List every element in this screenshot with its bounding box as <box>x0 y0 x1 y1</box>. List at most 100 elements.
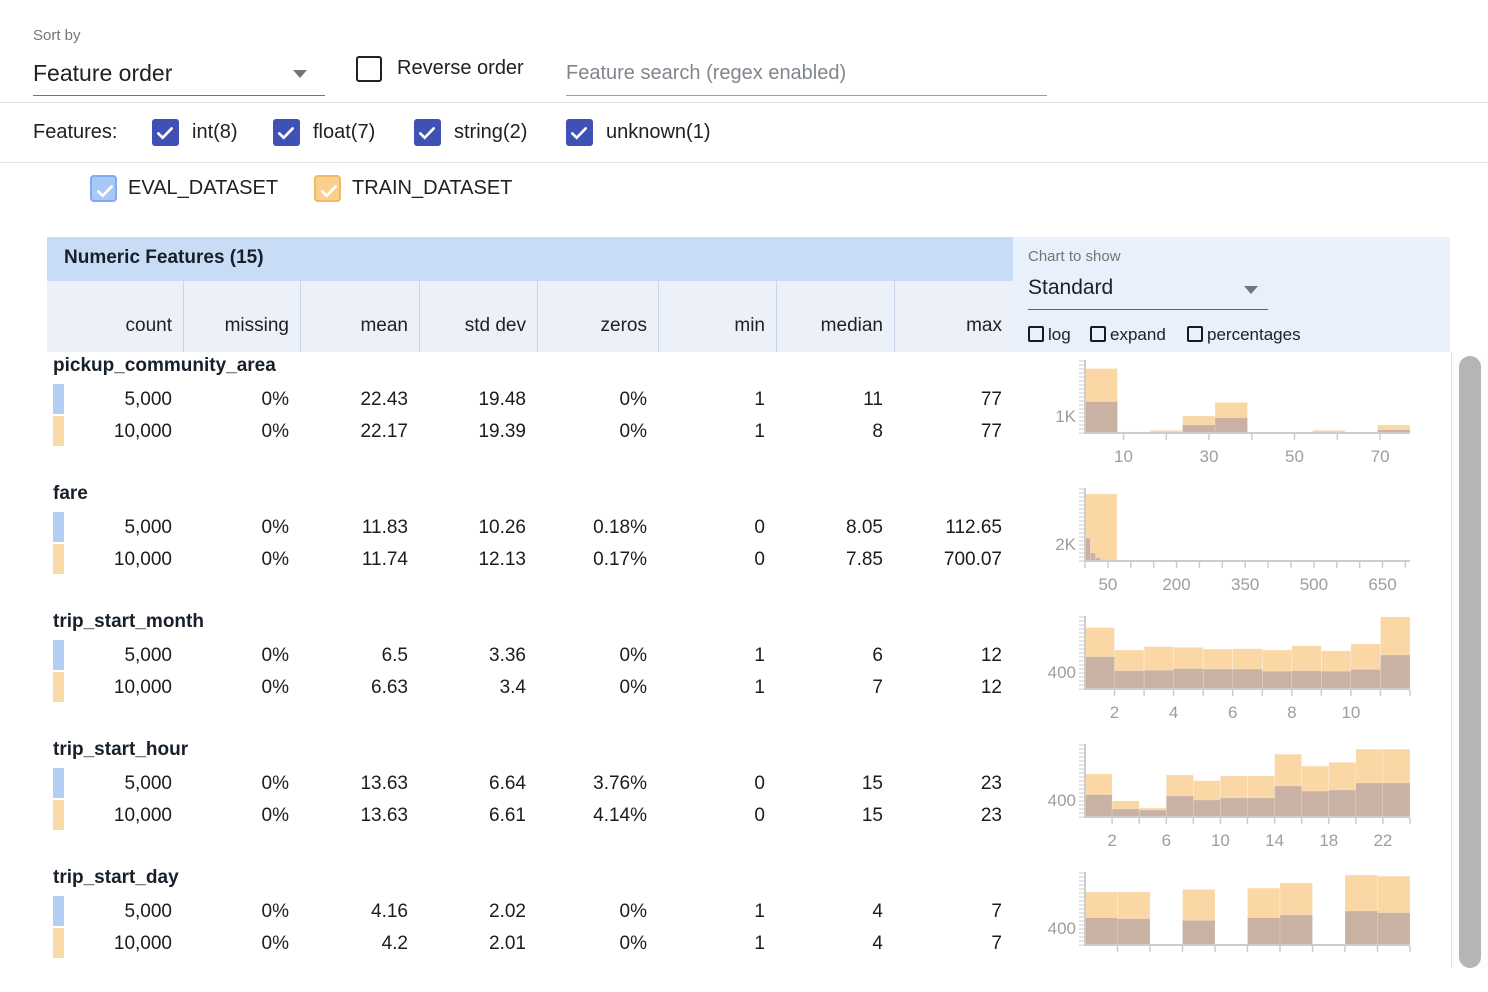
check-icon <box>155 123 175 143</box>
log-checkbox[interactable] <box>1028 326 1044 342</box>
stat-zeros: 0% <box>537 672 658 702</box>
stat-zeros: 0.17% <box>537 544 658 574</box>
stats-row-eval: 5,0000%6.53.360%1612 <box>47 640 1013 670</box>
stat-median: 8 <box>776 416 894 446</box>
stat-value: 5,000 <box>124 645 172 667</box>
percentages-checkbox[interactable] <box>1187 326 1203 342</box>
feature-name: pickup_community_area <box>53 355 276 377</box>
stat-value: 13.63 <box>360 773 408 795</box>
expand-label: expand <box>1110 325 1166 345</box>
sort-order-value: Feature order <box>33 60 172 87</box>
svg-text:50: 50 <box>1098 575 1117 594</box>
stat-missing: 0% <box>183 544 300 574</box>
stat-std-dev: 19.39 <box>419 416 537 446</box>
svg-text:22: 22 <box>1373 831 1392 850</box>
svg-text:4: 4 <box>1169 703 1178 722</box>
stat-value: 1 <box>754 389 765 411</box>
stat-zeros: 0% <box>537 416 658 446</box>
dataset-name: EVAL_DATASET <box>128 177 278 200</box>
chart-to-show-label: Chart to show <box>1028 248 1121 265</box>
stat-value: 8.05 <box>846 517 883 539</box>
scrollbar-thumb[interactable] <box>1459 356 1481 968</box>
feature-name: trip_start_hour <box>53 739 188 761</box>
stat-zeros: 0% <box>537 896 658 926</box>
stat-median: 15 <box>776 800 894 830</box>
stat-mean: 4.16 <box>300 896 419 926</box>
checkbox-checked[interactable] <box>273 119 300 146</box>
stat-mean: 22.17 <box>300 416 419 446</box>
stat-value: 3.36 <box>489 645 526 667</box>
histogram-pickup_community_area: 103050701K <box>1020 352 1412 480</box>
svg-text:200: 200 <box>1162 575 1190 594</box>
stat-mean: 6.5 <box>300 640 419 670</box>
chart-type-dropdown[interactable]: Standard <box>1028 273 1268 310</box>
stat-value: 0% <box>620 389 647 411</box>
stat-value: 112.65 <box>945 517 1002 539</box>
svg-text:30: 30 <box>1200 447 1219 466</box>
stat-value: 4 <box>872 933 883 955</box>
stat-median: 4 <box>776 928 894 958</box>
stat-missing: 0% <box>183 768 300 798</box>
stat-value: 4 <box>872 901 883 923</box>
numeric-features-header: Numeric Features (15) <box>47 237 1013 281</box>
column-header-max: max <box>894 281 1013 352</box>
svg-text:70: 70 <box>1371 447 1390 466</box>
stat-value: 22.17 <box>360 421 408 443</box>
checkbox-checked[interactable] <box>152 119 179 146</box>
sort-order-dropdown[interactable]: Feature order <box>33 56 325 96</box>
stat-mean: 4.2 <box>300 928 419 958</box>
checkbox-checked[interactable] <box>414 119 441 146</box>
stat-value: 10,000 <box>114 805 172 827</box>
stat-std-dev: 12.13 <box>419 544 537 574</box>
stat-value: 0 <box>754 549 765 571</box>
reverse-order-checkbox[interactable] <box>356 56 382 82</box>
stat-missing: 0% <box>183 928 300 958</box>
stats-row-train: 10,0000%13.636.614.14%01523 <box>47 800 1013 830</box>
stat-value: 8 <box>872 421 883 443</box>
column-header-text: std dev <box>465 315 526 337</box>
stat-value: 0 <box>754 517 765 539</box>
stat-std-dev: 19.48 <box>419 384 537 414</box>
stats-row-eval: 5,0000%4.162.020%147 <box>47 896 1013 926</box>
stat-count: 5,000 <box>47 768 183 798</box>
stat-value: 0% <box>262 805 289 827</box>
stat-value: 7 <box>991 933 1002 955</box>
stat-min: 0 <box>658 800 776 830</box>
stat-zeros: 0% <box>537 928 658 958</box>
check-icon <box>319 181 339 201</box>
feature-search-input[interactable] <box>566 52 1047 95</box>
dataset-checkbox[interactable] <box>314 175 341 202</box>
stats-row-train: 10,0000%4.22.010%147 <box>47 928 1013 958</box>
stat-missing: 0% <box>183 896 300 926</box>
column-header-min: min <box>658 281 776 352</box>
percentages-label: percentages <box>1207 325 1301 345</box>
stat-count: 10,000 <box>47 672 183 702</box>
svg-text:1K: 1K <box>1055 407 1076 426</box>
stat-value: 2.02 <box>489 901 526 923</box>
feature-list: pickup_community_area 5,0000%22.4319.480… <box>47 352 1450 968</box>
expand-checkbox[interactable] <box>1090 326 1106 342</box>
stat-median: 8.05 <box>776 512 894 542</box>
stat-value: 10,000 <box>114 933 172 955</box>
stat-value: 6.63 <box>371 677 408 699</box>
stat-value: 13.63 <box>360 805 408 827</box>
feature-name: trip_start_month <box>53 611 204 633</box>
stats-row-eval: 5,0000%22.4319.480%11177 <box>47 384 1013 414</box>
stat-std-dev: 6.64 <box>419 768 537 798</box>
column-header-text: max <box>966 315 1002 337</box>
stat-zeros: 0.18% <box>537 512 658 542</box>
stat-missing: 0% <box>183 416 300 446</box>
svg-text:500: 500 <box>1300 575 1328 594</box>
stat-mean: 13.63 <box>300 768 419 798</box>
dataset-checkbox[interactable] <box>90 175 117 202</box>
stat-value: 0 <box>754 805 765 827</box>
stat-value: 0% <box>620 421 647 443</box>
stats-row-train: 10,0000%11.7412.130.17%07.85700.07 <box>47 544 1013 574</box>
stat-value: 2.01 <box>489 933 526 955</box>
stat-median: 7.85 <box>776 544 894 574</box>
checkbox-checked[interactable] <box>566 119 593 146</box>
column-header-zeros: zeros <box>537 281 658 352</box>
stat-value: 7 <box>872 677 883 699</box>
scrollbar-track[interactable] <box>1451 352 1488 968</box>
feature-row-trip_start_hour: trip_start_hour 5,0000%13.636.643.76%015… <box>47 736 1450 864</box>
